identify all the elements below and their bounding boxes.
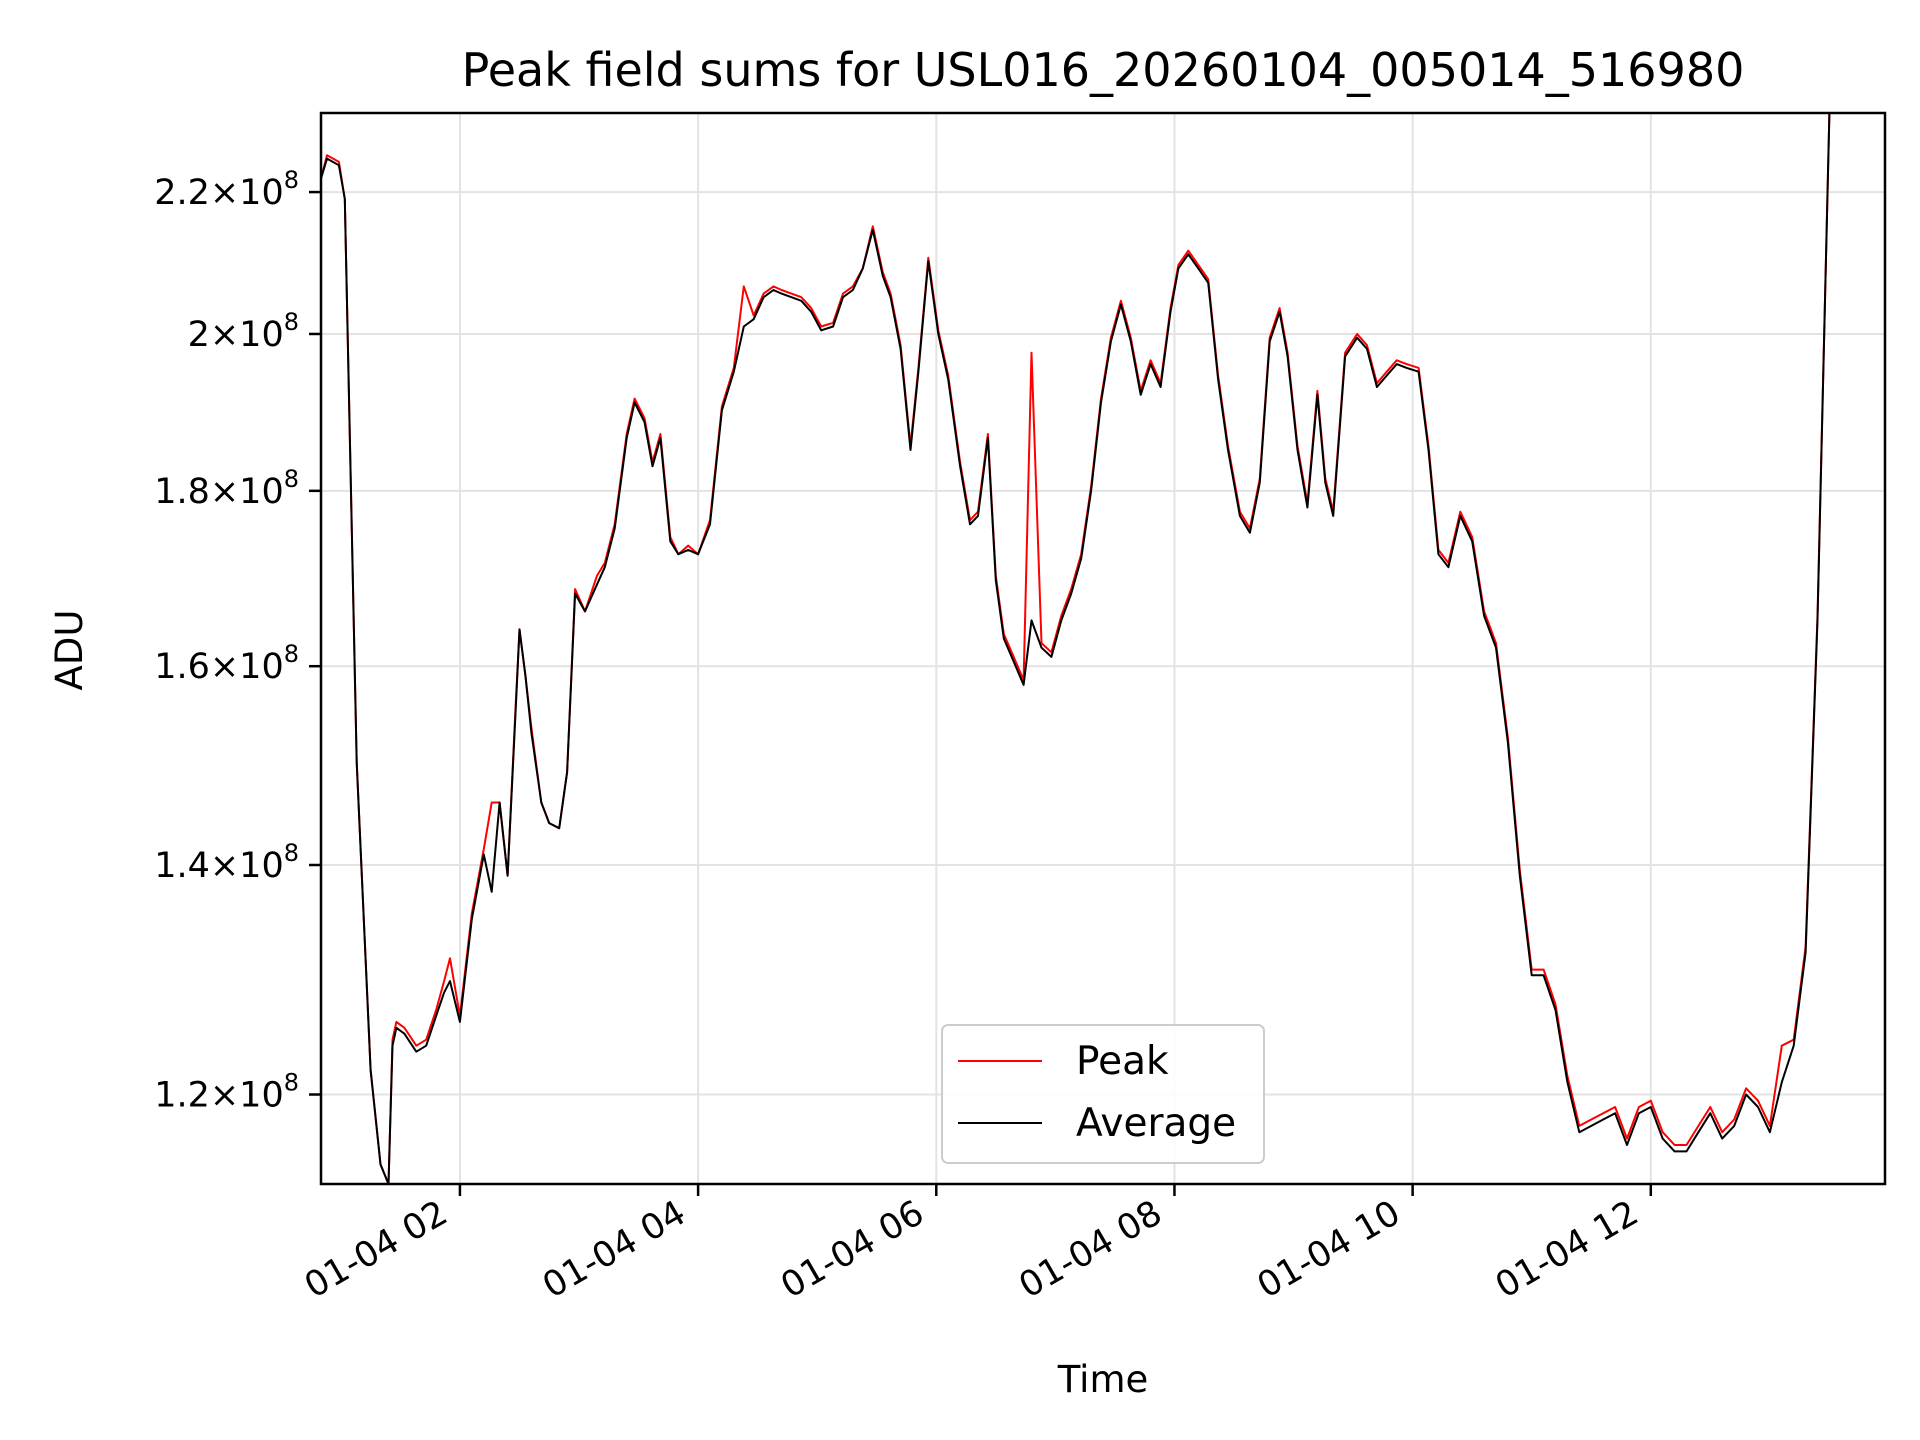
y-tick-label: 1.4×108 [154,839,299,886]
legend-label-average: Average [1076,1101,1236,1146]
y-tick-label: 1.8×108 [154,465,299,512]
x-axis-label: Time [1057,1358,1149,1401]
chart-title: Peak field sums for USL016_20260104_0050… [462,43,1745,97]
y-tick-label: 2.2×108 [154,166,299,213]
series-line-average [321,113,1831,1184]
plot-area [321,113,1831,1184]
legend-box [941,1024,1265,1164]
y-tick-label: 2×108 [188,308,299,355]
y-tick-label: 1.6×108 [154,640,299,687]
legend-label-peak: Peak [1076,1039,1169,1084]
y-axis-label: ADU [48,610,91,691]
axes-frame [319,111,1887,1186]
grid [321,113,1885,1184]
y-tick-label: 1.2×108 [154,1069,299,1116]
legend: Peak Average [941,1024,1265,1164]
